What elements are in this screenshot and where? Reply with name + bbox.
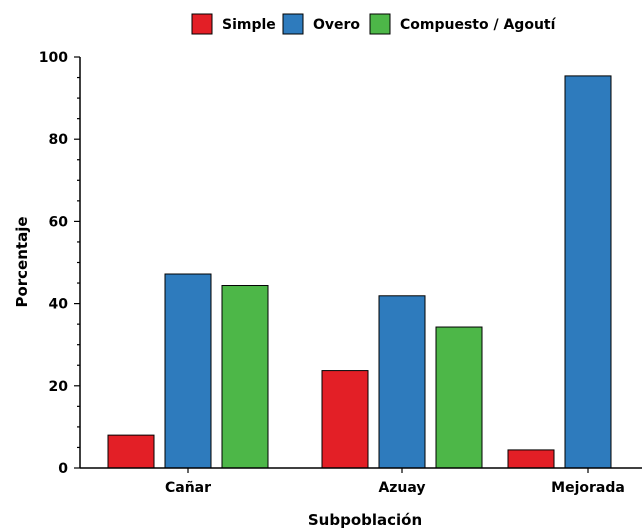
- y-tick-label: 80: [49, 132, 69, 148]
- y-axis-title: Porcentaje: [13, 216, 31, 307]
- y-tick-label: 100: [39, 50, 68, 66]
- legend-label: Simple: [222, 17, 276, 33]
- y-tick-label: 20: [49, 379, 69, 395]
- legend-label: Overo: [313, 17, 360, 33]
- bar-compuesto-agout--1: [435, 326, 483, 469]
- legend-swatch: [191, 13, 213, 35]
- x-category-label: Mejorada: [551, 480, 625, 496]
- x-category-label: Azuay: [378, 480, 425, 496]
- bars: [107, 75, 612, 469]
- y-tick-label: 0: [58, 461, 68, 477]
- legend-swatch: [369, 13, 391, 35]
- y-tick-label: 40: [49, 297, 69, 313]
- bar-compuesto-agout--0: [221, 285, 269, 469]
- y-ticks: 0 20 40 60 80 100: [39, 50, 80, 477]
- bar-overo-0: [164, 273, 212, 469]
- legend-label: Compuesto / Agoutí: [400, 17, 557, 33]
- x-axis-title: Subpoblación: [308, 511, 422, 529]
- bar-overo-2: [564, 75, 612, 469]
- x-category-label: Cañar: [165, 480, 211, 496]
- bar-overo-1: [378, 295, 426, 469]
- y-tick-label: 60: [49, 214, 69, 230]
- bar-simple-0: [107, 434, 155, 469]
- x-ticks: Cañar Azuay Mejorada: [165, 468, 625, 496]
- legend-swatch: [282, 13, 304, 35]
- bar-simple-1: [321, 370, 369, 469]
- bar-simple-2: [507, 449, 555, 469]
- legend: Simple Overo Compuesto / Agoutí: [191, 13, 557, 35]
